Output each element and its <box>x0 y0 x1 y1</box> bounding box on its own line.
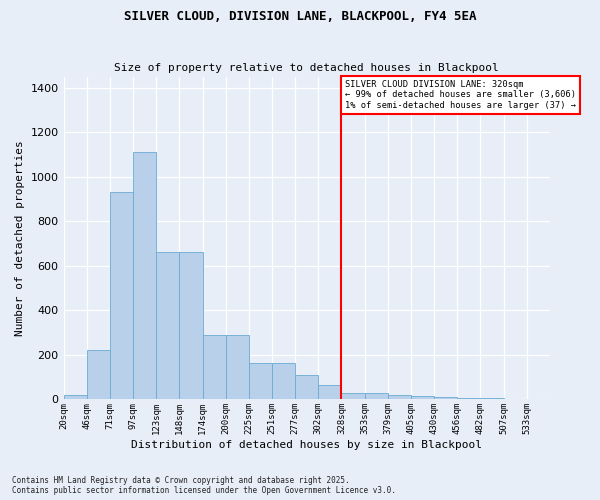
Bar <box>64 395 87 400</box>
X-axis label: Distribution of detached houses by size in Blackpool: Distribution of detached houses by size … <box>131 440 482 450</box>
Title: Size of property relative to detached houses in Blackpool: Size of property relative to detached ho… <box>115 63 499 73</box>
Bar <box>503 398 527 400</box>
Bar <box>411 396 434 400</box>
Text: Contains HM Land Registry data © Crown copyright and database right 2025.
Contai: Contains HM Land Registry data © Crown c… <box>12 476 396 495</box>
Text: SILVER CLOUD DIVISION LANE: 320sqm
← 99% of detached houses are smaller (3,606)
: SILVER CLOUD DIVISION LANE: 320sqm ← 99%… <box>345 80 576 110</box>
Bar <box>319 385 341 400</box>
Bar <box>203 335 226 400</box>
Bar <box>110 192 133 400</box>
Bar <box>249 362 272 400</box>
Bar <box>156 252 179 400</box>
Bar <box>272 362 295 400</box>
Bar <box>133 152 156 400</box>
Bar <box>388 395 411 400</box>
Bar <box>87 350 110 400</box>
Bar <box>179 252 203 400</box>
Bar <box>295 375 319 400</box>
Bar <box>457 398 481 400</box>
Text: SILVER CLOUD, DIVISION LANE, BLACKPOOL, FY4 5EA: SILVER CLOUD, DIVISION LANE, BLACKPOOL, … <box>124 10 476 23</box>
Bar <box>365 392 388 400</box>
Y-axis label: Number of detached properties: Number of detached properties <box>15 140 25 336</box>
Bar <box>481 398 503 400</box>
Bar <box>434 397 457 400</box>
Bar <box>341 392 365 400</box>
Bar <box>226 335 249 400</box>
